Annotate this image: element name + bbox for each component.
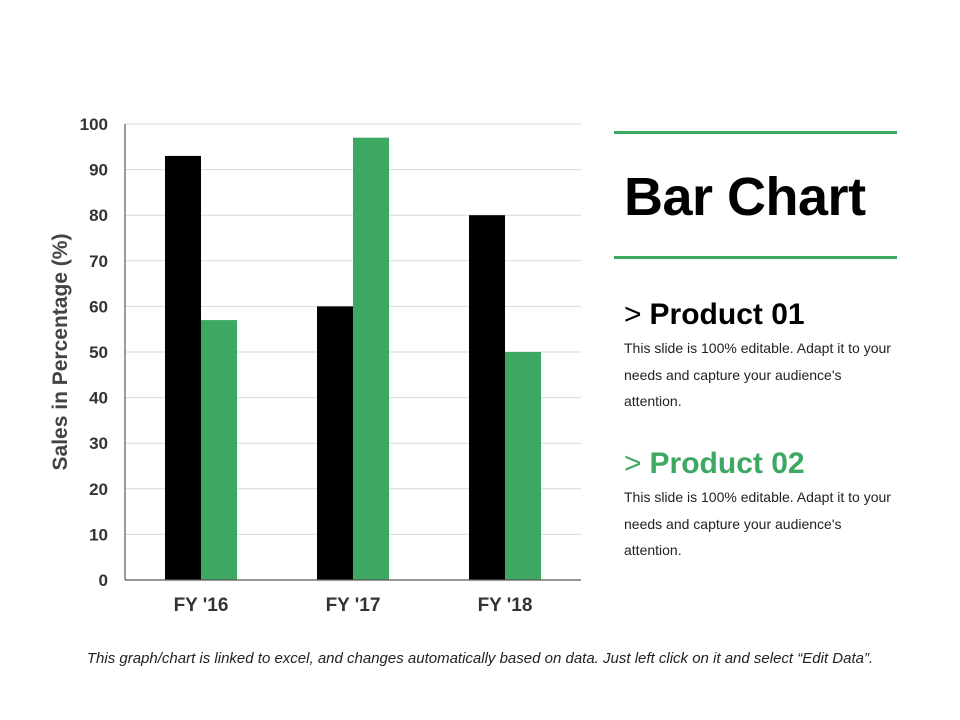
y-axis-label: Sales in Percentage (%) — [49, 234, 72, 471]
y-tick-label: 80 — [89, 206, 108, 225]
bar-chart: 0 10 20 30 40 50 60 70 80 90 100 FY '16 FY '17 FY '18… — [49, 115, 581, 616]
product-01-heading: > Product 01 — [624, 298, 805, 332]
bars — [165, 137, 541, 581]
x-category-label: FY '16 — [174, 595, 229, 616]
y-tick-label: 70 — [89, 252, 108, 271]
y-tick-label: 0 — [99, 571, 108, 590]
y-tick-label: 50 — [89, 343, 108, 362]
slide-title: Bar Chart — [624, 167, 866, 227]
bar-series-2-2 — [505, 352, 541, 580]
product-02-heading: > Product 02 — [624, 447, 805, 481]
x-category-label: FY '18 — [478, 595, 533, 616]
y-tick-label: 40 — [89, 389, 108, 408]
product-01-arrow: > — [624, 298, 642, 331]
axes — [124, 124, 581, 581]
bar-series-1-1 — [317, 306, 353, 580]
y-tick-label: 30 — [89, 434, 108, 453]
x-category-label: FY '17 — [326, 595, 381, 616]
tick-labels: 0 10 20 30 40 50 60 70 80 90 100 FY '16 FY '17 FY '18 — [80, 115, 533, 616]
bar-series-1-0 — [165, 155, 201, 581]
y-tick-label: 10 — [89, 525, 108, 544]
y-tick-label: 90 — [89, 161, 108, 180]
title-bottom-rule — [614, 256, 897, 259]
bar-series-2-1 — [353, 137, 389, 580]
bar-series-1-2 — [469, 215, 505, 580]
footnote: This graph/chart is linked to excel, and… — [86, 650, 874, 667]
product-01-description: This slide is 100% editable. Adapt it to… — [624, 340, 891, 409]
product-02-description: This slide is 100% editable. Adapt it to… — [624, 489, 891, 558]
product-01-name: Product 01 — [649, 298, 805, 331]
y-tick-label: 20 — [89, 480, 108, 499]
product-02-name: Product 02 — [649, 447, 805, 480]
y-tick-label: 60 — [89, 297, 108, 316]
title-top-rule — [614, 131, 897, 134]
bar-series-2-0 — [201, 320, 237, 580]
y-tick-label: 100 — [80, 115, 108, 134]
product-02-arrow: > — [624, 447, 642, 480]
